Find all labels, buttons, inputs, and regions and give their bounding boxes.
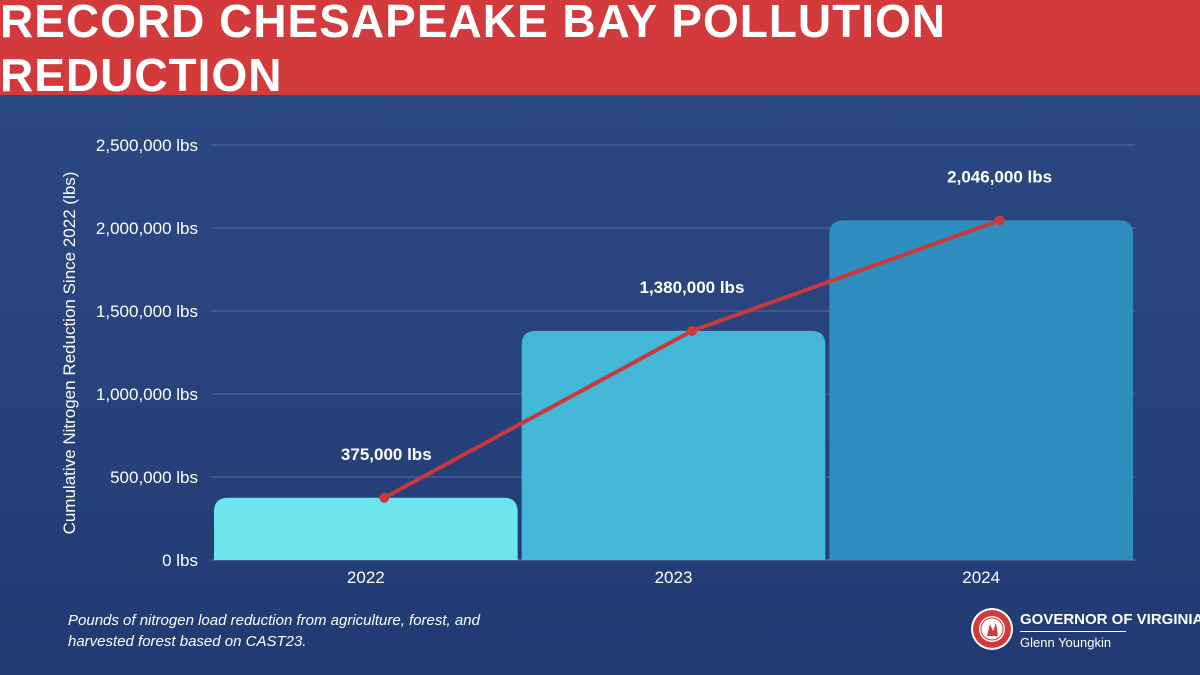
y-tick-label: 500,000 lbs bbox=[110, 468, 198, 487]
title-banner: RECORD CHESAPEAKE BAY POLLUTION REDUCTIO… bbox=[0, 0, 1200, 101]
y-tick-label: 2,000,000 lbs bbox=[96, 219, 198, 238]
data-label-2022: 375,000 lbs bbox=[341, 445, 432, 464]
bar-chart: Cumulative Nitrogen Reduction Since 2022… bbox=[60, 136, 1135, 587]
x-tick-label: 2023 bbox=[655, 568, 693, 587]
y-tick-label: 2,500,000 lbs bbox=[96, 136, 198, 155]
x-tick-labels: 2022 2023 2024 bbox=[347, 568, 1000, 587]
data-labels: 375,000 lbs 1,380,000 lbs 2,046,000 lbs bbox=[341, 167, 1052, 463]
trend-point-2022 bbox=[379, 492, 390, 503]
data-label-2023: 1,380,000 lbs bbox=[639, 278, 744, 297]
bar-2024 bbox=[829, 220, 1133, 560]
bars bbox=[214, 220, 1133, 560]
virginia-seal-icon bbox=[971, 608, 1013, 650]
governor-branding: GOVERNOR OF VIRGINIA Glenn Youngkin bbox=[970, 603, 1200, 653]
x-tick-label: 2024 bbox=[962, 568, 1000, 587]
y-tick-label: 1,000,000 lbs bbox=[96, 385, 198, 404]
brand-title: GOVERNOR OF VIRGINIA bbox=[1020, 611, 1200, 628]
y-tick-labels: 0 lbs 500,000 lbs 1,000,000 lbs 1,500,000 l… bbox=[96, 136, 198, 570]
brand-divider bbox=[1020, 631, 1126, 632]
bar-2022 bbox=[214, 497, 518, 560]
y-axis-label: Cumulative Nitrogen Reduction Since 2022… bbox=[60, 172, 79, 535]
trend-point-2023 bbox=[686, 325, 697, 336]
page-title: RECORD CHESAPEAKE BAY POLLUTION REDUCTIO… bbox=[0, 0, 947, 101]
brand-subtitle: Glenn Youngkin bbox=[1020, 635, 1112, 650]
data-label-2024: 2,046,000 lbs bbox=[947, 167, 1052, 186]
trend-line bbox=[379, 215, 1005, 503]
y-tick-label: 1,500,000 lbs bbox=[96, 302, 198, 321]
y-tick-label: 0 lbs bbox=[162, 551, 198, 570]
footnote-line-1: Pounds of nitrogen load reduction from a… bbox=[68, 612, 480, 629]
footnote: Pounds of nitrogen load reduction from a… bbox=[68, 610, 588, 652]
bar-2023 bbox=[521, 330, 826, 560]
trend-point-2024 bbox=[994, 215, 1005, 226]
footnote-line-2: harvested forest based on CAST23. bbox=[68, 633, 307, 650]
x-tick-label: 2022 bbox=[347, 568, 385, 587]
